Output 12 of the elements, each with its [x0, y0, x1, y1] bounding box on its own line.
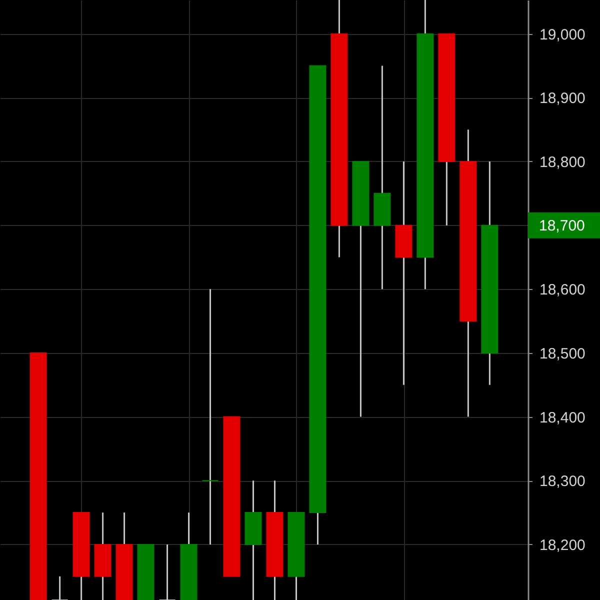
y-tick-label: 18,400 [540, 409, 586, 426]
text: 18,700 [539, 217, 585, 234]
y-tick-label: 18,200 [540, 536, 586, 554]
candlestick [158, 544, 176, 600]
y-tick-label: 18,600 [540, 282, 586, 299]
y-tick-label: 19,000 [540, 26, 586, 44]
candlestick [51, 576, 68, 600]
y-tick-label: 18,500 [540, 345, 586, 362]
candlestick [202, 288, 219, 546]
y-tick-label: 18,300 [540, 473, 586, 490]
y-tick-label: 18,800 [540, 154, 586, 171]
y-tick-label: 18,900 [540, 90, 586, 108]
